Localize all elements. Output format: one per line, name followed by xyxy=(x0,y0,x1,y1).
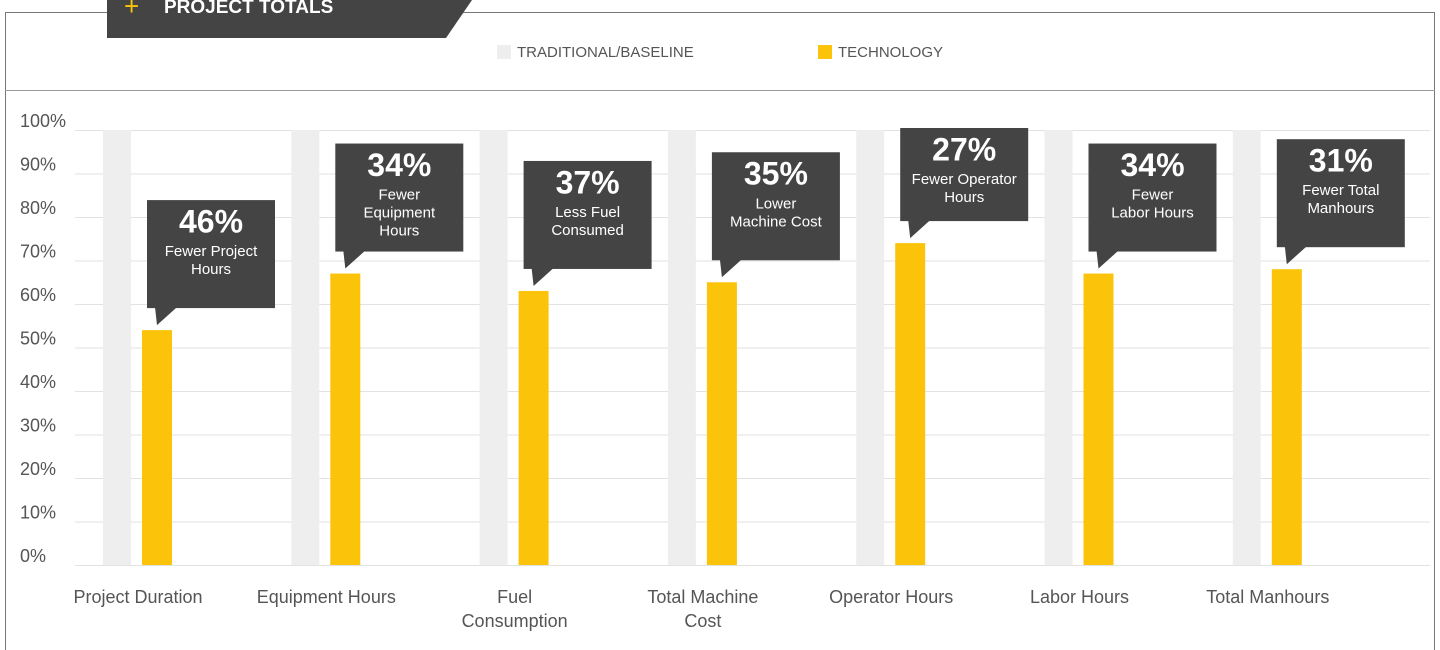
callout-box xyxy=(523,160,652,269)
x-tick-label: Equipment Hours xyxy=(257,587,396,607)
callout-value: 31% xyxy=(1309,143,1373,179)
y-tick-label: 50% xyxy=(20,328,56,348)
bar xyxy=(518,290,549,565)
legend-swatch xyxy=(818,45,832,59)
x-tick-label: Fuel Consumption xyxy=(462,587,568,631)
y-tick-label: 10% xyxy=(20,502,56,522)
callout-value: 35% xyxy=(744,156,808,192)
y-tick-label: 80% xyxy=(20,198,56,218)
bar xyxy=(103,130,131,565)
callout-text: Fewer Total Manhours xyxy=(1302,182,1379,217)
callout-pointer xyxy=(343,250,366,269)
callout-box xyxy=(711,152,840,261)
callout-pointer xyxy=(155,307,177,326)
callout-box xyxy=(900,128,1029,222)
callout-text: Less Fuel Consumed xyxy=(551,204,624,239)
y-tick-label: 20% xyxy=(20,459,56,479)
y-tick-label: 60% xyxy=(20,285,56,305)
callout-pointer xyxy=(908,220,931,239)
callout-box xyxy=(1276,139,1405,248)
title-tab xyxy=(107,0,472,38)
y-tick-label: 40% xyxy=(20,372,56,392)
callout-text: Fewer Operator Hours xyxy=(912,171,1017,206)
y-tick-label: 90% xyxy=(20,154,56,174)
bar xyxy=(856,130,885,565)
callout-pointer xyxy=(719,259,742,278)
callout-text: Fewer Project Hours xyxy=(165,243,258,278)
bar xyxy=(479,130,508,565)
callout-box xyxy=(335,143,464,252)
bar xyxy=(1044,130,1073,565)
x-tick-label: Total Manhours xyxy=(1206,587,1329,607)
bar xyxy=(706,282,737,565)
bar xyxy=(895,243,926,565)
bar xyxy=(330,273,361,565)
bar xyxy=(667,130,696,565)
bar xyxy=(1271,269,1302,565)
x-tick-label: Operator Hours xyxy=(829,587,953,607)
callout-box xyxy=(147,200,275,309)
legend-label: TRADITIONAL/BASELINE xyxy=(517,44,694,61)
legend-label: TECHNOLOGY xyxy=(838,44,943,61)
callout-pointer xyxy=(531,267,554,286)
y-tick-label: 70% xyxy=(20,241,56,261)
callout-text: Fewer Labor Hours xyxy=(1111,187,1194,222)
legend-swatch xyxy=(497,45,511,59)
chart-title: PROJECT TOTALS xyxy=(164,0,333,18)
callout-box xyxy=(1088,143,1217,252)
callout-text: Lower Machine Cost xyxy=(730,195,823,230)
bar xyxy=(1232,130,1261,565)
callout-pointer xyxy=(1096,250,1119,269)
callout-pointer xyxy=(1284,246,1307,265)
callout-value: 37% xyxy=(556,164,620,200)
bar xyxy=(291,130,320,565)
bar xyxy=(1083,273,1114,565)
y-tick-label: 30% xyxy=(20,415,56,435)
y-tick-label: 0% xyxy=(20,546,46,566)
x-tick-label: Labor Hours xyxy=(1030,587,1129,607)
plus-icon: + xyxy=(124,0,139,21)
callout-value: 34% xyxy=(367,147,431,183)
x-tick-label: Total Machine Cost xyxy=(647,587,758,631)
x-tick-label: Project Duration xyxy=(73,587,202,607)
callout-value: 46% xyxy=(179,204,243,240)
bar xyxy=(142,330,172,565)
y-tick-label: 100% xyxy=(20,111,66,131)
callout-value: 27% xyxy=(932,131,996,167)
callout-value: 34% xyxy=(1120,147,1184,183)
callout-text: Fewer Equipment Hours xyxy=(363,187,436,240)
